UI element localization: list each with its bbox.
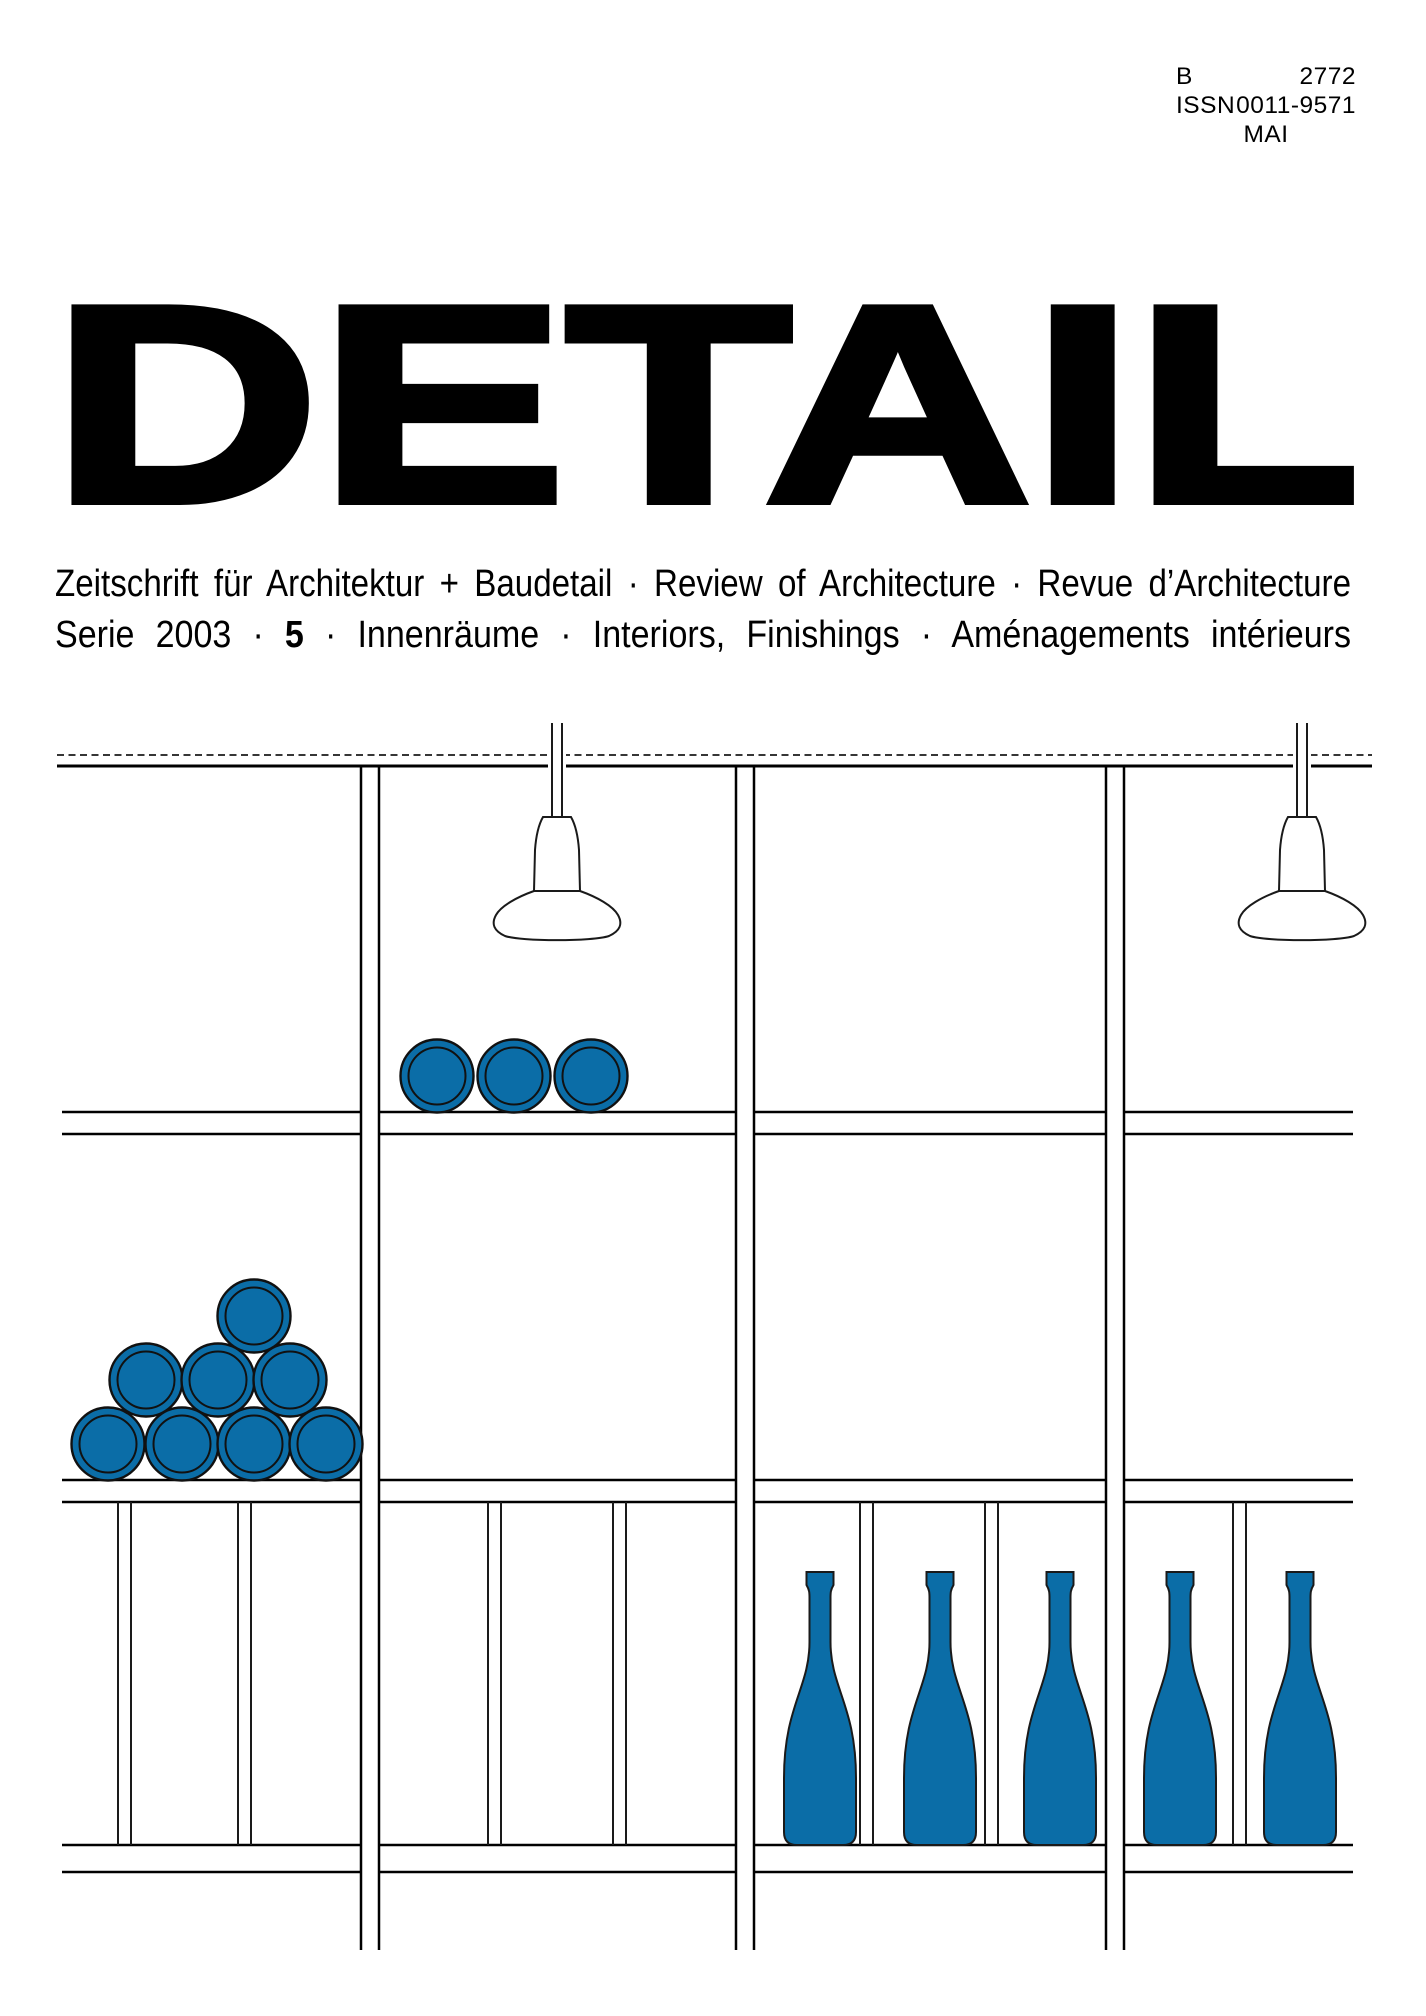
- plate-icon: [399, 1038, 475, 1114]
- plate-icon: [70, 1406, 146, 1482]
- shelf-leg-lines: [117, 1502, 1247, 1845]
- plate-icon: [476, 1038, 552, 1114]
- magazine-logo: DETAIL: [47, 261, 1366, 549]
- plate-icon: [180, 1342, 256, 1418]
- bottle-icon: [1143, 1571, 1217, 1846]
- shelf-divider-lines: [359, 766, 1126, 1950]
- issn-label: ISSN: [1176, 92, 1236, 119]
- plate-icon: [553, 1038, 629, 1114]
- plate-row: [399, 1038, 629, 1114]
- plate-icon: [288, 1406, 364, 1482]
- plate-icon: [144, 1406, 220, 1482]
- bottle-icon: [1023, 1571, 1097, 1846]
- bottle-icon: [783, 1571, 857, 1846]
- plate-icon: [108, 1342, 184, 1418]
- postal-code: B: [1176, 63, 1193, 90]
- issue-number: 5: [284, 614, 304, 656]
- bottle-icon: [903, 1571, 977, 1846]
- plate-icon: [252, 1342, 328, 1418]
- plate-pyramid: [70, 1278, 364, 1482]
- issue-month: MAI: [1243, 121, 1289, 148]
- postal-code-row: B 2772: [1176, 62, 1356, 91]
- bottom-shelf-lines: [62, 1843, 1353, 1874]
- topics-label: · Innenräume · Interiors, Finishings · A…: [324, 614, 1352, 656]
- plate-icon: [216, 1278, 292, 1354]
- top-shelf-lines: [62, 1110, 1353, 1136]
- plate-icon: [216, 1406, 292, 1482]
- tagline-line1: Zeitschrift für Architektur + Baudetail …: [55, 563, 1351, 605]
- tagline-line2: Serie 2003 · 5 · Innenräume · Interiors,…: [55, 616, 1426, 654]
- middle-shelf-lines: [62, 1478, 1353, 1504]
- bottle-row: [783, 1571, 1337, 1846]
- postal-number: 2772: [1299, 63, 1356, 90]
- issue-info: B 2772 ISSN 0011-9571 MAI: [1176, 62, 1356, 149]
- logo-text: DETAIL: [47, 249, 1366, 561]
- issn-row: ISSN 0011-9571: [1176, 91, 1356, 120]
- series-label: Serie 2003 ·: [55, 614, 264, 656]
- issn-number: 0011-9571: [1236, 92, 1356, 119]
- bottle-icon: [1263, 1571, 1337, 1846]
